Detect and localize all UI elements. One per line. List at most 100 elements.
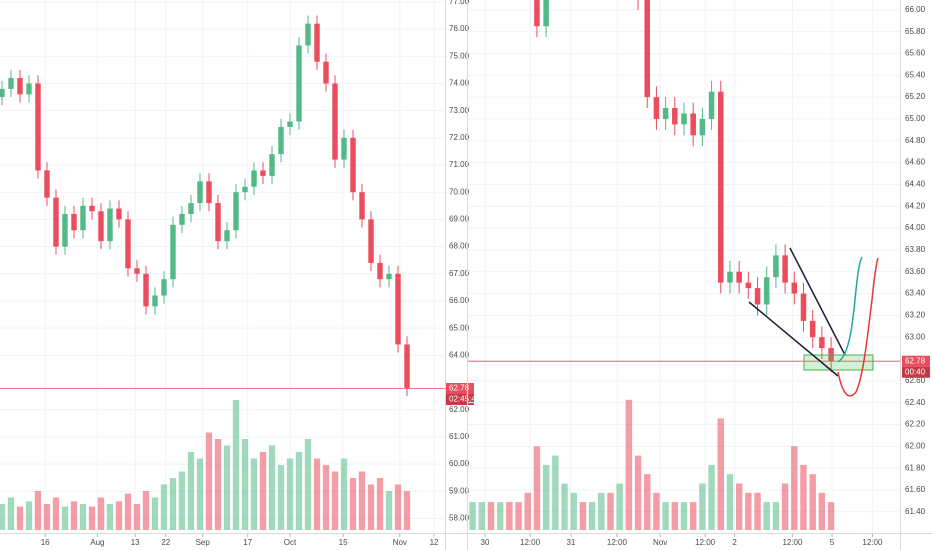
y-tick-label: 74.00 — [449, 79, 470, 88]
y-tick-label: 65.00 — [449, 323, 470, 332]
y-tick-label: 64.60 — [905, 158, 926, 167]
volume-bar — [616, 483, 623, 530]
candle-body — [71, 213, 77, 231]
volume-bar — [469, 502, 476, 530]
candle-body — [395, 273, 401, 345]
volume-bar — [322, 465, 330, 530]
y-tick-label: 64.80 — [905, 136, 926, 145]
x-tick-label: Nov — [393, 538, 407, 547]
candle-body — [653, 97, 660, 119]
candle-body — [260, 170, 266, 176]
candle-body — [152, 295, 158, 307]
volume-bar — [232, 400, 240, 530]
volume-bar — [277, 465, 285, 530]
volume-bar — [524, 492, 531, 530]
candle-body — [305, 23, 311, 46]
candle-body — [745, 282, 752, 289]
candle-body — [53, 197, 59, 247]
volume-bar — [653, 492, 660, 530]
volume-bar — [97, 497, 105, 530]
volume-bar — [88, 506, 96, 530]
y-tick-label: 64.40 — [905, 180, 926, 189]
y-tick-label: 61.40 — [905, 507, 926, 516]
volume-bar — [241, 439, 249, 530]
volume-bar — [25, 501, 33, 530]
candle-body — [543, 0, 549, 27]
volume-bar — [496, 502, 504, 530]
y-tick-label: 62.60 — [905, 376, 926, 385]
candle-body — [170, 224, 176, 280]
y-tick-label: 76.00 — [449, 24, 470, 33]
candle-body — [125, 219, 131, 269]
y-tick-label: 75.00 — [449, 51, 470, 60]
volume-bar — [552, 455, 559, 530]
y-tick-label: 63.40 — [905, 289, 926, 298]
volume-bar — [178, 471, 186, 530]
y-tick-label: 62.40 — [905, 398, 926, 407]
candle-body — [62, 213, 68, 247]
candle-body — [89, 205, 95, 212]
candle-body — [242, 186, 248, 193]
volume-bar — [827, 502, 835, 530]
y-tick-label: 66.00 — [449, 296, 470, 305]
volume-bar — [151, 497, 159, 530]
volume-bar — [52, 497, 60, 530]
candle-body — [718, 91, 724, 283]
volume-bar — [223, 445, 231, 530]
x-tick-label: 12:00 — [782, 538, 803, 547]
candle-body — [534, 0, 540, 27]
x-tick-label: 16 — [41, 538, 50, 547]
candle-body — [773, 255, 779, 278]
volume-bar — [394, 484, 402, 530]
x-tick-label: Nov — [653, 538, 667, 547]
volume-bar — [214, 439, 222, 530]
grid — [468, 0, 900, 533]
candle-body — [233, 192, 239, 231]
candle-body — [690, 113, 696, 136]
x-tick-label: 22 — [161, 538, 170, 547]
volume-bar — [598, 492, 605, 530]
candle-body — [782, 255, 788, 283]
y-tick-label: 65.20 — [905, 92, 926, 101]
candle-body — [819, 337, 825, 349]
y-tick-label: 67.00 — [449, 269, 470, 278]
volume-bar — [717, 418, 724, 530]
y-tick-label: 62.00 — [449, 405, 470, 414]
candle-body — [278, 126, 284, 155]
candle-body — [224, 230, 230, 242]
candle-body — [188, 203, 194, 214]
candle-body — [44, 170, 50, 198]
x-tick-label: 12:00 — [695, 538, 716, 547]
countdown-label: 02:45:4 — [449, 395, 476, 404]
volume-bar — [708, 464, 715, 530]
volume-bar — [588, 502, 596, 530]
projection-up — [837, 256, 863, 363]
y-tick-label: 60.00 — [449, 459, 470, 468]
x-tick-label: 13 — [131, 538, 140, 547]
y-tick-label: 62.00 — [905, 441, 926, 450]
volume-bar — [745, 492, 752, 530]
volume-bar — [349, 478, 357, 530]
candle-body — [8, 78, 14, 89]
candle-body — [17, 78, 23, 95]
volume-bar — [187, 452, 195, 530]
x-tick-label: 2 — [732, 538, 737, 547]
volume-bar — [286, 458, 294, 530]
volume-bar — [689, 502, 697, 530]
x-tick-label: 31 — [566, 538, 575, 547]
volume-bar — [16, 506, 24, 530]
y-tick-label: 63.00 — [905, 332, 926, 341]
x-tick-label: Oct — [284, 538, 297, 547]
projection-down — [837, 257, 879, 397]
volume-bar — [763, 502, 770, 530]
candle-body — [404, 344, 410, 388]
x-tick-label: 30 — [481, 538, 490, 547]
y-tick-label: 77.00 — [449, 0, 470, 6]
candle-body — [708, 91, 715, 119]
volume-bar — [478, 502, 486, 530]
candle-body — [350, 137, 356, 193]
volume-bar — [160, 484, 168, 530]
x-tick-label: 15 — [339, 538, 348, 547]
volume-bar — [106, 504, 114, 530]
